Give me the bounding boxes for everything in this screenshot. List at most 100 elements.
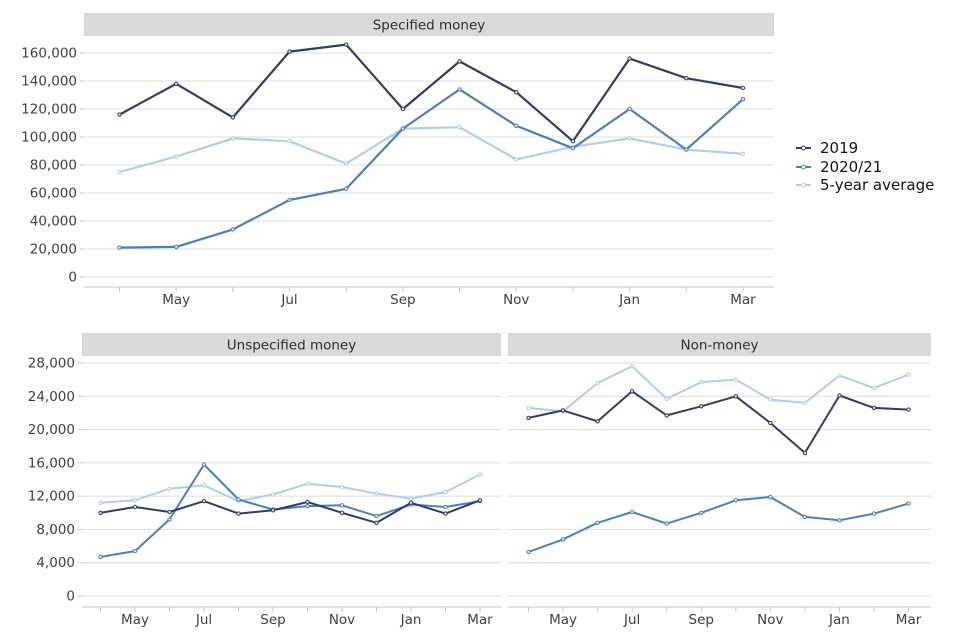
series-line-5-year-average: [118, 126, 745, 174]
y-tick-label: 40,000: [30, 214, 77, 230]
data-point-2020-21: [174, 244, 179, 250]
x-tick-label: Nov: [329, 612, 355, 628]
y-tick-label: 140,000: [21, 74, 77, 90]
series-line-2020-21: [118, 88, 745, 249]
data-point-2020-21: [344, 186, 349, 192]
data-point-2020-21: [629, 509, 635, 515]
data-point-5-year-average: [733, 377, 738, 382]
data-point-2020-21: [740, 97, 746, 102]
data-point-2020-21: [305, 503, 310, 509]
data-point-5-year-average: [627, 136, 632, 141]
data-point-5-year-average: [98, 500, 103, 505]
panel-non-money: Non-money May Jul Sep Nov Jan Mar: [508, 333, 931, 628]
x-tick-label: Nov: [757, 612, 783, 628]
data-point-2020-21: [664, 521, 669, 526]
legend-item-2020-21: 2020/21: [795, 158, 934, 177]
data-point-5-year-average: [344, 161, 349, 166]
data-point-2020-21: [802, 514, 808, 520]
data-point-5-year-average: [629, 364, 635, 369]
x-tick-label: Mar: [730, 292, 756, 308]
x-tick-label: Jan: [618, 292, 640, 308]
data-point-2019: [287, 49, 292, 54]
data-point-5-year-average: [374, 491, 379, 496]
data-point-5-year-average: [740, 151, 746, 157]
data-point-5-year-average: [270, 492, 276, 497]
data-point-2019: [684, 76, 689, 81]
data-point-5-year-average: [408, 496, 414, 501]
data-point-2019: [768, 420, 773, 426]
data-point-2020-21: [339, 503, 345, 508]
data-point-5-year-average: [906, 372, 911, 377]
data-point-2019: [408, 500, 414, 505]
data-point-2020-21: [871, 511, 877, 516]
data-point-2020-21: [201, 462, 207, 467]
data-point-2020-21: [627, 106, 632, 112]
data-point-2019: [664, 413, 669, 418]
data-point-2020-21: [526, 549, 531, 555]
data-point-2019: [98, 510, 103, 515]
y-tick-label: 20,000: [28, 422, 75, 438]
data-point-2019: [570, 139, 576, 144]
y-tick-label: 80,000: [30, 158, 77, 174]
data-point-5-year-average: [768, 397, 773, 402]
series-line-5-year-average: [99, 473, 481, 504]
x-tick-label: Jul: [280, 292, 297, 308]
x-tick-label: May: [121, 612, 149, 628]
data-point-2020-21: [457, 87, 462, 92]
data-point-5-year-average: [117, 169, 122, 175]
data-point-2020-21: [837, 518, 842, 523]
facet-strip: [508, 333, 931, 356]
y-tick-label: 120,000: [21, 102, 77, 118]
data-point-5-year-average: [174, 154, 179, 159]
x-tick-label: Nov: [503, 292, 529, 308]
x-tick-label: May: [162, 292, 190, 308]
data-point-2020-21: [167, 517, 172, 522]
legend-item-2019: 2019: [795, 139, 934, 158]
data-point-2019: [802, 450, 808, 456]
facet-title: Non-money: [680, 338, 758, 354]
data-point-2019: [457, 59, 462, 64]
data-point-2020-21: [374, 513, 379, 519]
series-line-2019: [527, 390, 910, 454]
legend-label-2020-21: 2020/21: [820, 157, 883, 176]
series-line-5-year-average: [527, 365, 910, 413]
panel-unspecified-money: Unspecified money 0 4,000 8,000 12,000 16,000…: [28, 333, 501, 628]
data-point-2019: [344, 42, 349, 47]
data-point-2019: [132, 504, 138, 510]
y-tick-label: 12,000: [28, 489, 75, 505]
data-point-2019: [230, 115, 236, 120]
line-marker-icon: [796, 145, 811, 151]
data-point-2019: [733, 394, 738, 399]
x-tick-label: Sep: [260, 612, 285, 628]
data-point-2019: [627, 56, 632, 61]
data-point-2020-21: [117, 245, 122, 250]
data-point-2020-21: [132, 548, 138, 554]
data-point-2020-21: [230, 227, 236, 232]
data-point-2020-21: [443, 504, 448, 510]
data-point-2020-21: [570, 146, 576, 151]
y-tick-label: 0: [66, 589, 75, 605]
series-line-2019: [99, 499, 481, 524]
data-point-5-year-average: [339, 484, 345, 490]
data-point-5-year-average: [457, 125, 462, 130]
data-point-2020-21: [287, 197, 292, 203]
data-point-2019: [740, 85, 746, 91]
x-tick-label: Sep: [390, 292, 415, 308]
data-point-5-year-average: [305, 481, 310, 486]
data-point-5-year-average: [595, 380, 600, 386]
x-tick-label: Mar: [467, 612, 493, 628]
legend-label-5-year-average: 5-year average: [820, 176, 935, 195]
y-tick-label: 0: [68, 270, 77, 286]
data-point-2020-21: [906, 501, 911, 506]
data-point-2019: [595, 419, 600, 424]
x-tick-label: Mar: [896, 612, 922, 628]
panel-specified-money: Specified money 0 20,000 40,000 60,000 80,000…: [21, 13, 774, 308]
y-tick-label: 20,000: [30, 242, 77, 258]
x-tick-label: Jul: [195, 612, 212, 628]
data-point-2019: [443, 511, 448, 516]
data-point-2019: [400, 106, 406, 112]
series-line-2019: [118, 43, 745, 143]
data-point-2019: [201, 498, 207, 504]
x-tick-label: May: [549, 612, 577, 628]
